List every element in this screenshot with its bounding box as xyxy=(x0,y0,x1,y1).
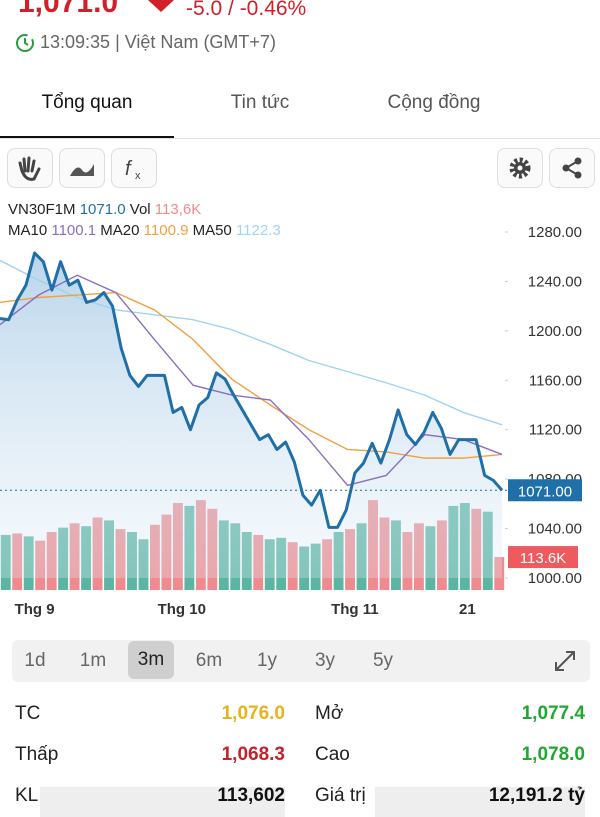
legend-value: 113,6K xyxy=(154,201,202,218)
range-button[interactable]: 5y xyxy=(372,650,394,671)
range-button[interactable]: 1m xyxy=(79,650,107,671)
price-tag-box xyxy=(508,479,582,502)
x-tick-label: Thg 10 xyxy=(158,601,206,618)
share[interactable] xyxy=(549,148,595,188)
stat-label: Cao xyxy=(315,744,350,765)
y-tick-label: 1120.00 xyxy=(529,422,582,439)
legend-value: 1100.9 xyxy=(143,222,189,239)
stat-value: 1,077.4 xyxy=(521,703,585,724)
range-button[interactable]: 3y xyxy=(314,650,336,671)
hand-tool[interactable] xyxy=(7,148,53,188)
legend-value: 1071.0 xyxy=(79,201,126,218)
time: 13:09:35 | Việt Nam (GMT+7) xyxy=(40,32,276,52)
legend-text: Vol xyxy=(129,201,151,218)
tab-indicator xyxy=(0,136,174,139)
price-line xyxy=(0,251,504,529)
range-button[interactable]: 1y xyxy=(256,650,278,671)
y-tick-label: 1000.00 xyxy=(528,570,582,587)
settings[interactable] xyxy=(497,148,543,188)
down-arrow xyxy=(148,0,174,12)
tab[interactable]: Cộng đồng xyxy=(387,92,481,113)
range-button[interactable]: 6m xyxy=(195,650,223,671)
x-tick-label: 21 xyxy=(459,601,476,618)
y-tick-label: 1200.00 xyxy=(528,323,582,340)
legend-value: 1100.1 xyxy=(51,222,97,239)
stat-label: KL xyxy=(15,785,39,806)
price-area xyxy=(0,253,502,578)
clock-icon xyxy=(16,34,34,52)
chart: 1000.001040.001080.001120.001160.001200.… xyxy=(0,224,582,618)
legend-value: 1122.3 xyxy=(235,222,281,239)
svg-text:f: f xyxy=(125,158,133,180)
price-tag: 1071.00 xyxy=(518,483,572,500)
y-tick-label: 1240.00 xyxy=(528,273,582,290)
y-tick-label: 1040.00 xyxy=(528,521,582,538)
legend-text: MA50 xyxy=(192,222,232,239)
stat-value: 1,078.0 xyxy=(521,744,585,765)
y-tick-label: 1280.00 xyxy=(528,224,582,241)
range-button[interactable]: 1d xyxy=(24,650,46,671)
x-tick-label: Thg 9 xyxy=(15,601,55,618)
expand[interactable] xyxy=(552,648,578,674)
stat-label: Giá trị xyxy=(315,785,366,806)
legend-text: MA20 xyxy=(100,222,140,239)
stat-label: Thấp xyxy=(15,744,59,765)
stat-value: 1,076.0 xyxy=(221,703,285,724)
divider xyxy=(0,138,600,139)
svg-text:x: x xyxy=(135,170,141,182)
stat-label: Mở xyxy=(315,703,344,724)
legend-text: MA10 xyxy=(8,222,48,239)
range-bar xyxy=(12,640,590,682)
x-tick-label: Thg 11 xyxy=(331,601,379,618)
volume-tag: 113.6K xyxy=(520,550,566,567)
price: 1,071.0 xyxy=(18,0,119,19)
y-tick-label: 1160.00 xyxy=(529,372,582,389)
tab[interactable]: Tổng quan xyxy=(41,92,133,113)
legend-row: MA10 1100.1 MA20 1100.9 MA50 1122.3 xyxy=(8,222,281,239)
change: -5.0 / -0.46% xyxy=(186,0,307,20)
stat-label: TC xyxy=(15,703,41,724)
stat-value: 1,068.3 xyxy=(221,744,285,765)
legend-text: VN30F1M xyxy=(8,201,76,218)
tab[interactable]: Tin tức xyxy=(230,92,290,113)
stat-value: 12,191.2 tỷ xyxy=(488,785,585,806)
ma-line xyxy=(0,259,503,426)
volume-tag-box xyxy=(508,546,578,569)
stat-value: 113,602 xyxy=(217,785,285,806)
range-button[interactable]: 3m xyxy=(128,641,174,679)
legend-row: VN30F1M 1071.0 Vol 113,6K xyxy=(8,201,201,218)
area-tool[interactable] xyxy=(59,148,105,188)
